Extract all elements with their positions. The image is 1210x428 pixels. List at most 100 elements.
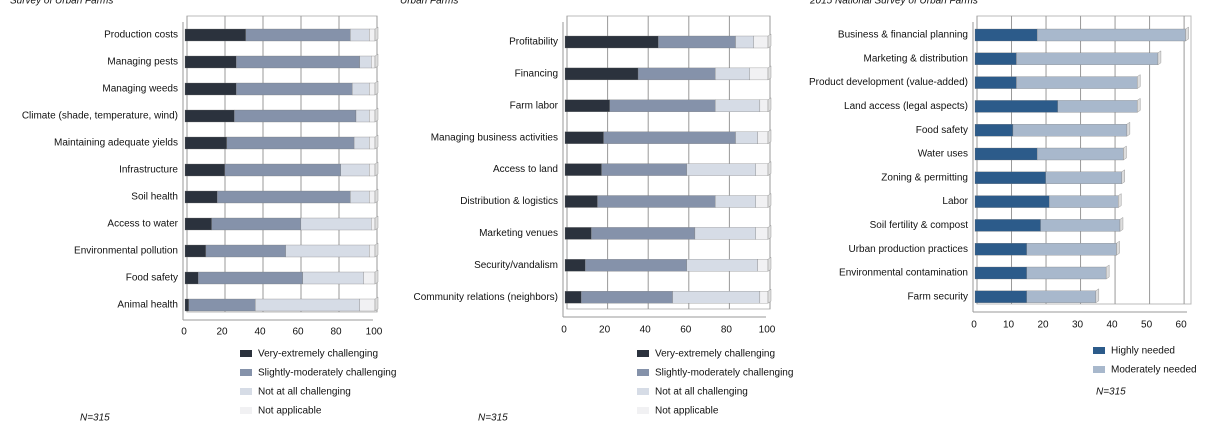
bar-segment — [369, 28, 376, 42]
bar-segment — [686, 163, 756, 176]
bar-segment — [363, 271, 376, 285]
bar-segment — [188, 298, 256, 312]
bar-segment — [1036, 147, 1124, 161]
bar-segment — [371, 217, 376, 231]
bar-segment — [300, 217, 372, 231]
bar-cap — [374, 26, 379, 42]
bar-cap — [1121, 169, 1125, 185]
y-tick-label: Labor — [942, 196, 968, 207]
bar-cap — [1157, 50, 1162, 66]
bar-cap — [767, 225, 772, 240]
bar-segment — [974, 28, 1038, 42]
y-tick-label: Marketing & distribution — [864, 53, 969, 64]
bar-segment — [255, 298, 360, 312]
x-tick-label: 0 — [181, 327, 187, 338]
bar-segment — [234, 109, 357, 123]
bar-segment — [974, 266, 1027, 280]
bar-segment — [715, 67, 750, 81]
bar-segment — [757, 131, 769, 144]
bar-segment — [355, 109, 370, 123]
bar-segment — [601, 163, 687, 176]
bar-segment — [359, 55, 372, 69]
x-tick-label: 20 — [216, 327, 228, 338]
legend-label: Highly needed — [1111, 346, 1175, 357]
bar-cap — [767, 65, 772, 81]
bar-segment — [369, 190, 376, 204]
bar-segment — [658, 35, 736, 49]
chart-title: Urban Farms — [400, 0, 458, 7]
y-tick-label: Land access (legal aspects) — [844, 101, 968, 112]
bar-segment — [1012, 124, 1128, 137]
bar-segment — [759, 291, 769, 304]
bar-cap — [1116, 240, 1120, 256]
bar-segment — [359, 298, 376, 312]
bar-segment — [564, 35, 659, 49]
bar-segment — [609, 99, 716, 112]
bar-segment — [184, 163, 226, 177]
note: N=315 — [1096, 387, 1126, 398]
bar-cap — [374, 269, 379, 285]
bar-cap — [767, 33, 772, 49]
y-tick-label: Production costs — [104, 30, 178, 41]
x-tick-label: 20 — [599, 325, 611, 336]
bar-segment — [564, 99, 610, 112]
bar-segment — [755, 195, 769, 208]
y-tick-label: Soil health — [131, 192, 178, 203]
bar-cap — [1137, 98, 1141, 113]
legend-swatch — [240, 407, 252, 414]
legend-label: Not at all challenging — [258, 387, 351, 398]
bar-cap — [1137, 74, 1141, 89]
y-tick-label: Food safety — [126, 273, 178, 284]
legend-swatch — [1093, 366, 1105, 373]
bar-segment — [974, 243, 1027, 256]
x-tick-label: 100 — [759, 325, 776, 336]
bar-segment — [564, 195, 598, 208]
bar-segment — [581, 291, 673, 304]
legend-swatch — [240, 388, 252, 395]
y-tick-label: Farm security — [907, 291, 968, 302]
bar-cap — [1123, 145, 1127, 161]
y-tick-label: Financing — [515, 69, 558, 80]
bar-segment — [371, 55, 376, 69]
legend-swatch — [637, 388, 649, 395]
bar-segment — [686, 259, 758, 272]
bar-segment — [564, 67, 639, 81]
y-tick-label: Community relations (neighbors) — [413, 292, 558, 303]
bar-segment — [974, 171, 1046, 184]
bar-segment — [1016, 52, 1159, 65]
x-tick-label: 40 — [640, 325, 652, 336]
y-tick-label: Soil fertility & compost — [870, 220, 969, 231]
bar-segment — [735, 131, 759, 144]
bar-cap — [1185, 26, 1189, 42]
bar-segment — [184, 190, 218, 204]
bar-cap — [374, 80, 379, 96]
legend-label: Not applicable — [258, 406, 322, 417]
legend-swatch — [637, 350, 649, 357]
bar-segment — [184, 217, 212, 231]
y-tick-label: Environmental pollution — [74, 246, 178, 257]
legend-label: Not applicable — [655, 406, 719, 417]
bar-cap — [374, 215, 379, 231]
bar-cap — [1095, 288, 1100, 304]
bar-segment — [211, 217, 302, 231]
bar-segment — [1045, 171, 1122, 184]
bar-segment — [694, 227, 756, 240]
bar-segment — [184, 109, 235, 123]
x-tick-label: 20 — [1037, 320, 1049, 331]
y-tick-label: Access to water — [107, 219, 178, 230]
y-tick-label: Product development (value-added) — [809, 77, 968, 88]
y-tick-label: Marketing venues — [479, 228, 558, 239]
legend-label: Moderately needed — [1111, 365, 1197, 376]
bar-segment — [353, 136, 370, 150]
bar-segment — [753, 35, 769, 49]
legend-label: Not at all challenging — [655, 387, 748, 398]
y-tick-label: Urban production practices — [848, 244, 968, 255]
bar-segment — [369, 163, 376, 177]
y-tick-label: Maintaining adequate yields — [54, 138, 178, 149]
x-tick-label: 80 — [721, 325, 733, 336]
y-tick-label: Climate (shade, temperature, wind) — [22, 111, 178, 122]
bar-segment — [974, 147, 1038, 161]
bar-segment — [184, 136, 227, 150]
bar-segment — [564, 131, 604, 144]
bar-segment — [184, 55, 237, 69]
